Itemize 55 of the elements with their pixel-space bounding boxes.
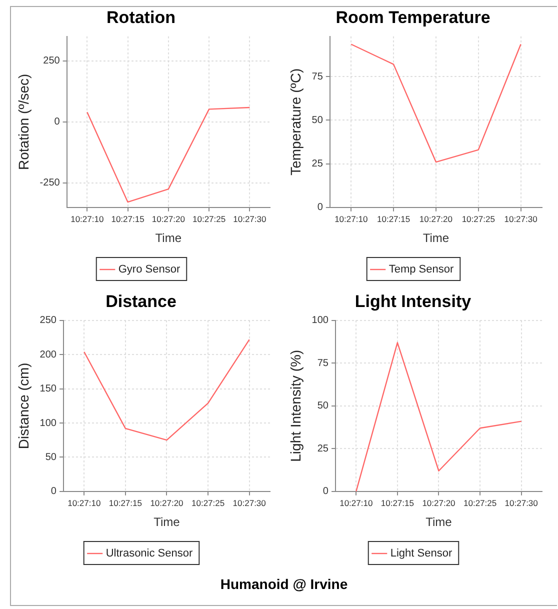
x-tick-label: 10:27:20 xyxy=(422,498,456,508)
y-axis-title: Temperature (ºC) xyxy=(287,68,304,176)
x-tick-label: 10:27:15 xyxy=(108,498,142,508)
y-tick-label: 0 xyxy=(317,202,324,214)
x-tick-label: 10:27:10 xyxy=(334,214,368,224)
chart-title: Light Intensity xyxy=(354,292,472,311)
y-tick-label: 25 xyxy=(312,158,324,170)
x-tick-label: 10:27:10 xyxy=(340,498,373,508)
x-tick-label: 10:27:10 xyxy=(70,214,104,224)
legend-label: Ultrasonic Sensor xyxy=(106,548,193,560)
y-tick-label: 100 xyxy=(40,418,57,429)
text: Humanoid @ Irvine xyxy=(219,576,349,592)
x-tick-label: 10:27:15 xyxy=(111,214,145,224)
y-tick-label: 50 xyxy=(312,114,324,126)
x-tick-label: 10:27:20 xyxy=(152,214,186,224)
x-tick-label: 10:27:20 xyxy=(419,214,453,224)
x-tick-label: 10:27:25 xyxy=(192,498,225,508)
y-tick-label: 250 xyxy=(43,56,60,67)
x-axis-title: Time xyxy=(422,231,450,246)
y-tick-label: 50 xyxy=(45,452,57,463)
y-tick-label: 150 xyxy=(40,384,57,395)
x-tick-label: 10:27:25 xyxy=(462,214,496,224)
x-tick-label: 10:27:30 xyxy=(504,498,538,508)
x-tick-label: 10:27:20 xyxy=(150,498,184,508)
x-tick-label: 10:27:15 xyxy=(377,214,410,224)
x-tick-label: 10:27:30 xyxy=(233,214,266,224)
x-tick-label: 10:27:15 xyxy=(380,498,414,508)
y-tick-label: 0 xyxy=(54,116,60,128)
y-tick-label: 25 xyxy=(317,443,329,454)
legend-label: Gyro Sensor xyxy=(118,264,180,276)
legend-label: Light Sensor xyxy=(390,548,452,560)
y-tick-label: 50 xyxy=(317,400,329,412)
chart-title: Distance xyxy=(106,292,176,311)
x-tick-label: 10:27:25 xyxy=(192,214,226,224)
y-tick-label: 100 xyxy=(312,315,329,326)
x-tick-label: 10:27:30 xyxy=(232,498,266,508)
y-axis-title: Distance (cm) xyxy=(15,362,32,450)
chart-title: Rotation xyxy=(106,8,176,27)
chart-title: Room Temperature xyxy=(336,8,490,27)
y-tick-label: 250 xyxy=(40,315,57,326)
y-tick-label: 200 xyxy=(40,349,57,360)
legend-label: Temp Sensor xyxy=(388,264,454,276)
x-tick-label: 10:27:30 xyxy=(504,214,538,224)
y-tick-label: 75 xyxy=(312,71,324,82)
y-axis-title: Rotation (º/sec) xyxy=(15,74,32,170)
x-axis-title: Time xyxy=(154,515,180,530)
x-axis-title: Time xyxy=(426,515,452,530)
y-tick-label: -250 xyxy=(40,178,60,189)
x-axis-title: Time xyxy=(155,231,182,246)
x-tick-label: 10:27:10 xyxy=(68,498,101,508)
y-tick-label: 0 xyxy=(322,486,329,498)
x-tick-label: 10:27:25 xyxy=(464,498,497,508)
y-tick-label: 75 xyxy=(317,358,329,369)
y-tick-label: 0 xyxy=(50,486,57,498)
y-axis-title: Light Intensity (%) xyxy=(287,350,304,462)
